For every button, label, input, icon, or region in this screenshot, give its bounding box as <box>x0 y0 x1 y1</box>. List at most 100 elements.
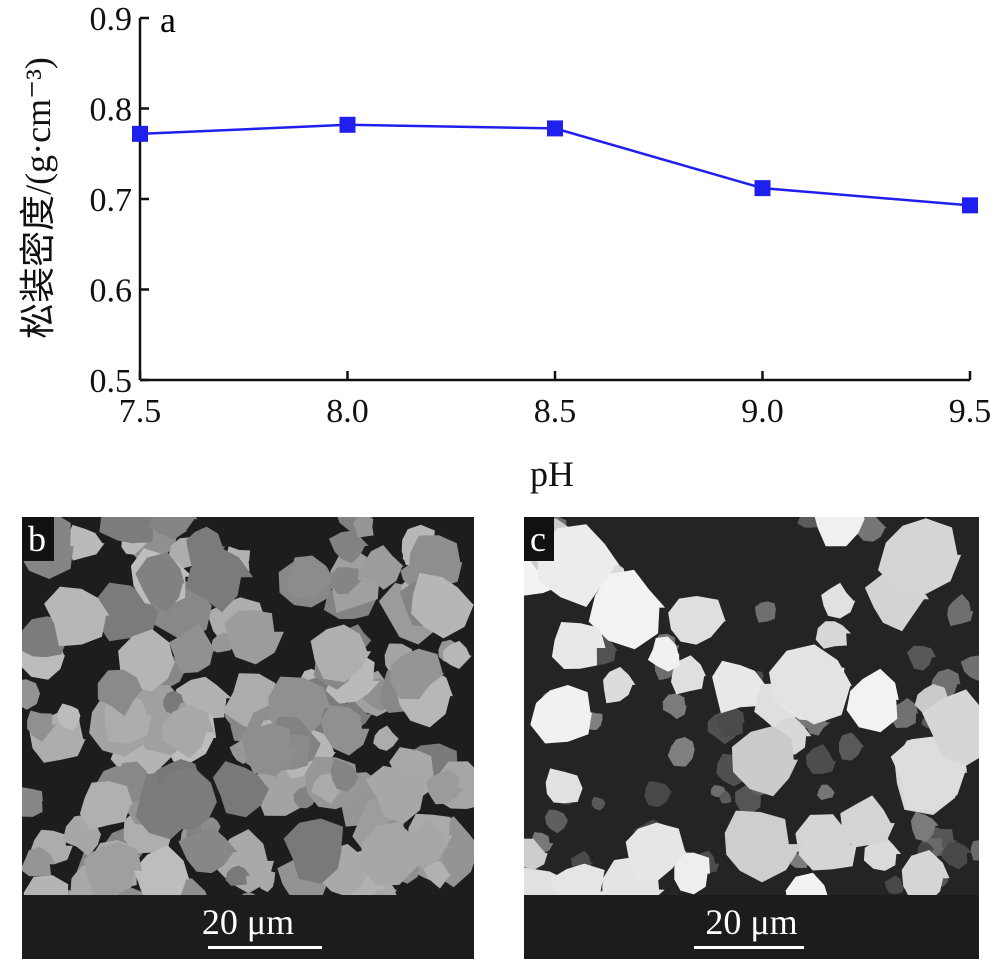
particle <box>603 666 636 704</box>
fragment <box>910 811 939 842</box>
particle <box>537 524 620 607</box>
x-tick-label: 8.0 <box>326 393 369 430</box>
particle <box>311 774 341 805</box>
data-point <box>547 120 563 137</box>
fragment <box>970 840 979 861</box>
particle <box>373 725 399 751</box>
particle <box>356 545 404 590</box>
y-tick-label: 0.9 <box>90 1 133 38</box>
particle <box>225 865 250 886</box>
particle <box>769 644 852 725</box>
y-tick-label: 0.8 <box>90 92 133 129</box>
data-point <box>339 116 356 133</box>
particle <box>97 669 144 716</box>
particle <box>390 648 445 700</box>
particle <box>922 689 979 766</box>
particle <box>212 761 270 818</box>
fragment <box>545 809 569 834</box>
particle <box>241 723 299 775</box>
particle <box>57 703 81 731</box>
particle <box>283 818 344 884</box>
fragment <box>942 842 974 870</box>
chart-series <box>132 116 978 214</box>
panel-label-a: a <box>160 0 176 40</box>
scale-line-b <box>208 946 322 949</box>
scale-text-c: 20 μm <box>705 902 798 942</box>
fragment <box>889 698 918 728</box>
particle <box>846 668 899 733</box>
particle <box>310 624 372 683</box>
y-tick-label: 0.5 <box>90 363 133 400</box>
particle <box>353 517 374 538</box>
fragment <box>644 781 673 808</box>
particle <box>186 526 225 567</box>
particle <box>840 795 895 848</box>
fragment <box>714 706 745 737</box>
particle <box>588 569 666 650</box>
y-tick-label: 0.7 <box>90 182 133 219</box>
particle <box>162 704 215 759</box>
data-point <box>754 180 771 197</box>
particles-b-image <box>22 517 474 941</box>
particle <box>724 810 803 883</box>
particle <box>320 705 370 756</box>
particle <box>551 622 606 669</box>
particle <box>365 765 425 824</box>
fragment <box>856 517 887 542</box>
fragment <box>817 784 835 801</box>
fragment <box>838 732 865 761</box>
fragment <box>719 790 732 804</box>
micrograph-b: b 20 μm <box>22 517 474 959</box>
fragment <box>947 593 974 626</box>
particle <box>524 838 548 870</box>
particles-c-image <box>524 517 979 945</box>
particle <box>67 524 105 561</box>
particle <box>155 767 217 830</box>
particle <box>545 768 583 804</box>
x-axis-title: pH <box>530 454 574 494</box>
particle <box>411 572 474 639</box>
particle <box>22 679 41 710</box>
particle <box>625 822 687 882</box>
particle <box>359 822 430 885</box>
particle <box>79 781 134 830</box>
particle <box>285 555 334 600</box>
particle <box>83 842 143 901</box>
particle <box>27 710 56 742</box>
fragment <box>755 601 777 623</box>
particle <box>814 517 865 547</box>
particle <box>530 685 592 744</box>
particle <box>22 846 56 877</box>
particle <box>647 636 680 672</box>
fragment <box>591 796 606 811</box>
panel-label-b: b <box>22 517 54 561</box>
particle <box>147 517 198 540</box>
particle <box>330 758 359 792</box>
particle <box>443 640 472 669</box>
panel-label-c: c <box>524 517 554 561</box>
particle <box>163 690 184 715</box>
fragment <box>884 875 905 895</box>
particle <box>426 769 465 805</box>
particle <box>169 623 216 674</box>
particle <box>731 726 798 797</box>
y-axis-title: 松装密度/(g·cm⁻³) <box>18 57 58 339</box>
fragment <box>662 693 687 720</box>
particle <box>423 860 452 889</box>
particle <box>863 836 902 871</box>
data-point <box>962 197 978 214</box>
y-tick-label: 0.6 <box>90 273 133 310</box>
particle <box>821 582 856 619</box>
scale-bar-b: 20 μm <box>22 895 474 959</box>
particle <box>674 852 710 895</box>
line-chart: 0.5 0.6 0.7 0.8 0.9 7.5 8.0 8.5 9.0 9.5 a pH 松装密度… <box>18 0 992 494</box>
fragment <box>805 744 836 774</box>
particle <box>668 596 726 645</box>
scale-text-b: 20 μm <box>201 902 295 942</box>
x-tick-label: 9.5 <box>949 393 992 430</box>
fragment <box>667 737 695 767</box>
particle <box>330 567 362 594</box>
series-line <box>139 123 971 207</box>
particle <box>795 814 857 871</box>
fragment <box>907 645 936 671</box>
